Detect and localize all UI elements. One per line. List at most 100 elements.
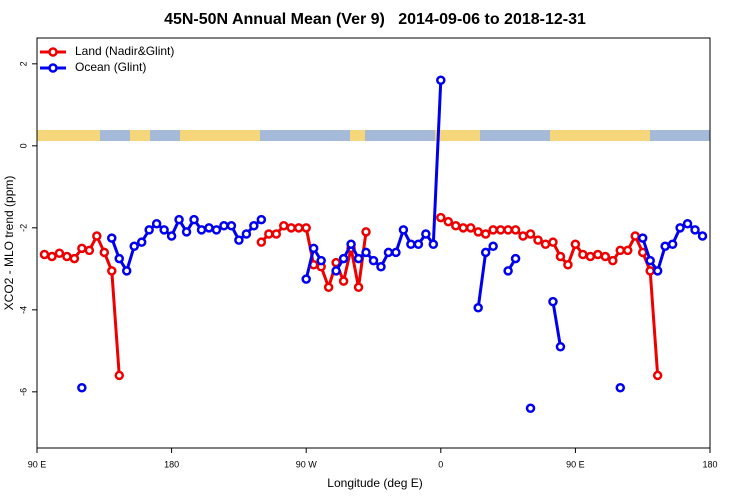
- point: [361, 247, 371, 258]
- point: [480, 247, 491, 258]
- point: [413, 239, 424, 249]
- point: [107, 266, 117, 276]
- point: [181, 227, 192, 237]
- point: [256, 214, 267, 225]
- point: [525, 403, 536, 413]
- point: [226, 221, 237, 231]
- point: [548, 237, 558, 247]
- point: [428, 239, 439, 249]
- x-tick-label: 0: [438, 459, 443, 469]
- x-tick-label: 180: [164, 459, 179, 469]
- point: [421, 229, 431, 239]
- legend-label: Ocean (Glint): [75, 60, 146, 74]
- point: [540, 239, 551, 249]
- point: [660, 241, 670, 252]
- point: [166, 231, 177, 241]
- y-tick-label: -2: [18, 224, 28, 232]
- point: [62, 251, 72, 262]
- point: [114, 370, 125, 381]
- point: [473, 303, 483, 313]
- point: [563, 259, 573, 270]
- point: [383, 247, 394, 258]
- point: [608, 255, 618, 266]
- point: [84, 245, 95, 256]
- point: [555, 341, 566, 352]
- point: [645, 255, 655, 266]
- y-axis-label: XCO2 - MLO trend (ppm): [2, 176, 16, 311]
- point: [667, 239, 678, 249]
- point: [675, 223, 685, 233]
- point: [518, 231, 528, 241]
- point: [54, 248, 65, 258]
- point: [652, 266, 663, 276]
- point: [503, 225, 513, 235]
- x-tick-label: 90 E: [28, 459, 47, 469]
- point: [637, 233, 648, 243]
- point: [436, 75, 446, 85]
- point: [353, 253, 364, 264]
- point: [316, 255, 326, 266]
- point: [234, 235, 244, 245]
- point: [652, 370, 663, 381]
- point: [99, 247, 110, 258]
- x-axis-label: Longitude (deg E): [327, 476, 422, 490]
- point: [645, 266, 655, 276]
- x-tick-label: 90 E: [566, 459, 585, 469]
- point: [368, 255, 379, 266]
- point: [121, 266, 132, 276]
- point: [533, 235, 543, 245]
- point: [338, 253, 349, 264]
- point: [114, 253, 125, 264]
- point: [622, 245, 633, 256]
- y-tick-label: -4: [18, 306, 28, 314]
- point: [189, 214, 199, 225]
- point: [525, 229, 536, 239]
- point: [301, 274, 311, 284]
- point: [331, 266, 341, 276]
- point: [353, 282, 364, 293]
- x-tick-label: 90 W: [296, 459, 318, 469]
- point: [204, 223, 214, 233]
- point: [144, 225, 154, 235]
- point: [503, 266, 513, 276]
- point: [174, 214, 184, 225]
- point: [308, 243, 319, 254]
- point: [136, 237, 147, 247]
- point: [593, 249, 603, 260]
- y-tick-label: -6: [18, 388, 28, 396]
- point: [465, 223, 476, 233]
- x-tick-label: 180: [702, 459, 717, 469]
- point: [615, 245, 626, 256]
- point: [548, 296, 558, 307]
- point: [391, 247, 401, 258]
- point: [697, 231, 708, 241]
- point: [346, 239, 356, 249]
- point: [338, 276, 349, 286]
- point: [196, 225, 207, 235]
- point: [570, 239, 581, 249]
- point: [92, 231, 102, 241]
- point: [77, 382, 87, 393]
- point: [398, 225, 409, 235]
- point: [264, 229, 274, 239]
- point: [600, 251, 611, 262]
- point: [271, 229, 282, 239]
- point: [286, 223, 296, 233]
- point: [219, 221, 229, 231]
- series-line: [110, 80, 704, 347]
- point: [69, 253, 80, 264]
- point: [301, 223, 311, 233]
- point: [47, 251, 57, 262]
- point: [510, 225, 521, 235]
- point: [39, 249, 50, 260]
- point: [555, 251, 566, 262]
- point: [615, 382, 626, 393]
- point: [77, 243, 87, 254]
- point: [249, 221, 259, 231]
- point: [510, 253, 521, 264]
- point: [458, 223, 468, 233]
- y-tick-label: 2: [18, 61, 28, 66]
- point: [293, 223, 304, 233]
- y-tick-label: 0: [18, 143, 28, 148]
